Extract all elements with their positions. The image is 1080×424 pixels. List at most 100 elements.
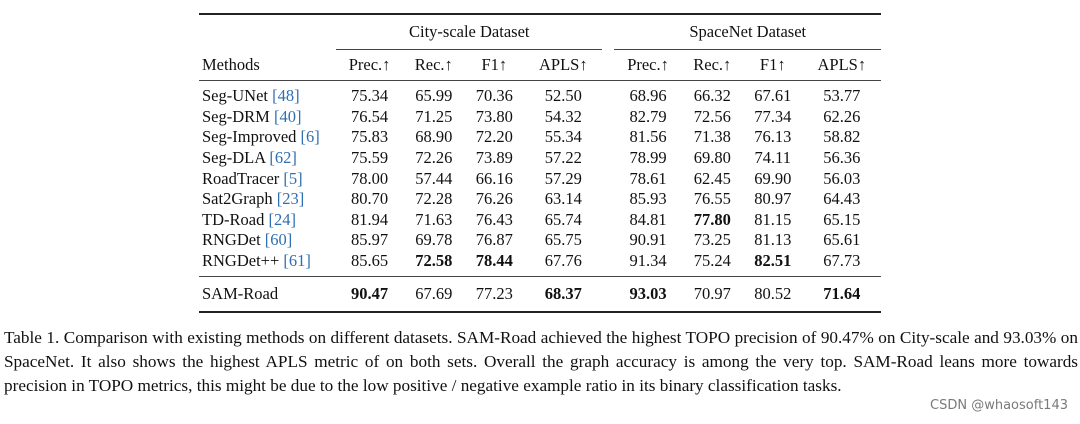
method-name: Seg-UNet [48] — [199, 81, 336, 107]
metric-cell: 72.20 — [475, 127, 513, 147]
method-label: SAM-Road — [202, 284, 279, 304]
comparison-table: City-scale Dataset SpaceNet Dataset Meth… — [199, 13, 881, 314]
table-row: Sat2Graph [23] 80.70 72.28 76.26 63.14 85.93 7… — [199, 189, 881, 210]
table-row: TD-Road [24] 81.94 71.63 76.43 65.74 84.81 77.… — [199, 210, 881, 231]
metric-cell: 72.26 — [415, 148, 453, 168]
citation-link[interactable]: [5] — [283, 168, 303, 188]
method-label: RNGDet++ — [202, 251, 284, 271]
metric-cell: 65.61 — [823, 230, 861, 250]
metric-cell: 78.44 — [475, 251, 513, 271]
metric-cell: 76.54 — [351, 106, 389, 126]
metric-cell: 57.29 — [544, 168, 582, 188]
metric-cell: 72.56 — [693, 106, 731, 126]
metric-cell: 65.75 — [544, 230, 582, 250]
column-header: F1↑ — [742, 49, 803, 81]
metric-cell: 81.15 — [754, 209, 792, 229]
metric-cell: 77.23 — [464, 276, 525, 314]
column-header: Rec.↑ — [681, 49, 743, 81]
method-name: Seg-DRM [40] — [199, 107, 336, 128]
metric-cell: 68.96 — [629, 86, 667, 106]
metric-cell: 90.47 — [336, 276, 404, 314]
method-label: Seg-Improved — [202, 127, 301, 147]
metric-cell: 57.22 — [544, 148, 582, 168]
metric-cell: 57.44 — [415, 168, 453, 188]
metric-cell: 71.64 — [802, 276, 881, 314]
group-spacenet: SpaceNet Dataset — [689, 22, 807, 41]
metric-cell: 69.80 — [693, 148, 731, 168]
column-header: APLS↑ — [802, 49, 881, 81]
metric-cell: 67.61 — [754, 86, 792, 106]
metric-cell: 62.26 — [823, 106, 861, 126]
metric-cell: 85.93 — [629, 189, 667, 209]
metric-cell: 76.55 — [693, 189, 731, 209]
metric-cell: 71.63 — [415, 209, 453, 229]
method-name: RoadTracer [5] — [199, 168, 336, 189]
method-name: Seg-Improved [6] — [199, 127, 336, 148]
metric-cell: 84.81 — [629, 209, 667, 229]
metric-cell: 76.13 — [754, 127, 792, 147]
method-label: Seg-DRM — [202, 106, 274, 126]
table-row: Seg-DLA [62] 75.59 72.26 73.89 57.22 78.99 69.… — [199, 148, 881, 169]
citation-link[interactable]: [62] — [269, 148, 297, 168]
metric-cell: 78.61 — [629, 168, 667, 188]
metric-cell: 69.90 — [754, 168, 792, 188]
citation-link[interactable]: [60] — [264, 230, 293, 250]
metric-cell: 81.56 — [629, 127, 667, 147]
metric-cell: 75.24 — [693, 251, 731, 271]
method-name: Seg-DLA [62] — [199, 148, 336, 169]
metric-cell: 85.65 — [351, 251, 389, 271]
method-label: RoadTracer — [202, 168, 284, 188]
metric-cell: 69.78 — [415, 230, 453, 250]
metric-cell: 54.32 — [544, 106, 582, 126]
metric-cell: 73.89 — [475, 148, 513, 168]
column-header: APLS↑ — [524, 49, 603, 81]
metric-cell: 78.00 — [351, 168, 389, 188]
citation-link[interactable]: [61] — [283, 251, 311, 271]
citation-link[interactable]: [40] — [273, 106, 302, 126]
group-header-row: City-scale Dataset SpaceNet Dataset — [199, 13, 881, 50]
metric-cell: 56.03 — [823, 168, 861, 188]
table-row: Seg-Improved [6] 75.83 68.90 72.20 55.34 81.5… — [199, 127, 881, 148]
citation-link[interactable]: [6] — [300, 127, 320, 147]
metric-cell: 82.79 — [629, 106, 667, 126]
metric-cell: 71.25 — [415, 106, 453, 126]
metric-cell: 76.43 — [475, 209, 513, 229]
metric-cell: 55.34 — [544, 127, 582, 147]
method-label: RNGDet — [202, 230, 265, 250]
metric-cell: 70.36 — [475, 86, 513, 106]
metric-cell: 58.82 — [823, 127, 861, 147]
column-header-row: Methods Prec.↑ Rec.↑ F1↑ APLS↑ Prec.↑ Rec.↑ F1… — [199, 49, 881, 81]
metric-cell: 81.94 — [351, 209, 389, 229]
watermark: CSDN @whaosoft143 — [930, 398, 1068, 413]
method-name: RNGDet++ [61] — [199, 251, 336, 277]
method-name: TD-Road [24] — [199, 210, 336, 231]
citation-link[interactable]: [23] — [276, 189, 305, 209]
metric-cell: 66.32 — [693, 86, 731, 106]
method-label: Seg-DLA — [202, 148, 270, 168]
method-label: Sat2Graph — [202, 189, 277, 209]
metric-cell: 62.45 — [693, 168, 731, 188]
column-header: Prec.↑ — [614, 49, 682, 81]
metric-cell: 68.90 — [415, 127, 453, 147]
metric-cell: 77.34 — [754, 106, 792, 126]
table-row: Seg-DRM [40] 76.54 71.25 73.80 54.32 82.79 72.… — [199, 107, 881, 128]
metric-cell: 65.99 — [415, 86, 453, 106]
metric-cell: 81.13 — [754, 230, 792, 250]
method-label: TD-Road — [202, 209, 269, 229]
method-name: Sat2Graph [23] — [199, 189, 336, 210]
metric-cell: 65.15 — [823, 209, 861, 229]
metric-cell: 68.37 — [524, 276, 603, 314]
metric-cell: 67.76 — [544, 251, 582, 271]
method-label: Seg-UNet — [202, 86, 273, 106]
metric-cell: 63.14 — [544, 189, 582, 209]
metric-cell: 80.97 — [754, 189, 792, 209]
citation-link[interactable]: [24] — [268, 209, 296, 229]
metric-cell: 66.16 — [475, 168, 513, 188]
citation-link[interactable]: [48] — [272, 86, 300, 106]
metric-cell: 91.34 — [629, 251, 667, 271]
metric-cell: 75.59 — [351, 148, 389, 168]
table-row: Seg-UNet [48] 75.34 65.99 70.36 52.50 68.96 66… — [199, 81, 881, 107]
metric-cell: 75.34 — [351, 86, 389, 106]
table-row: RNGDet++ [61] 85.65 72.58 78.44 67.76 91.34 75… — [199, 251, 881, 277]
metric-cell: 90.91 — [629, 230, 667, 250]
